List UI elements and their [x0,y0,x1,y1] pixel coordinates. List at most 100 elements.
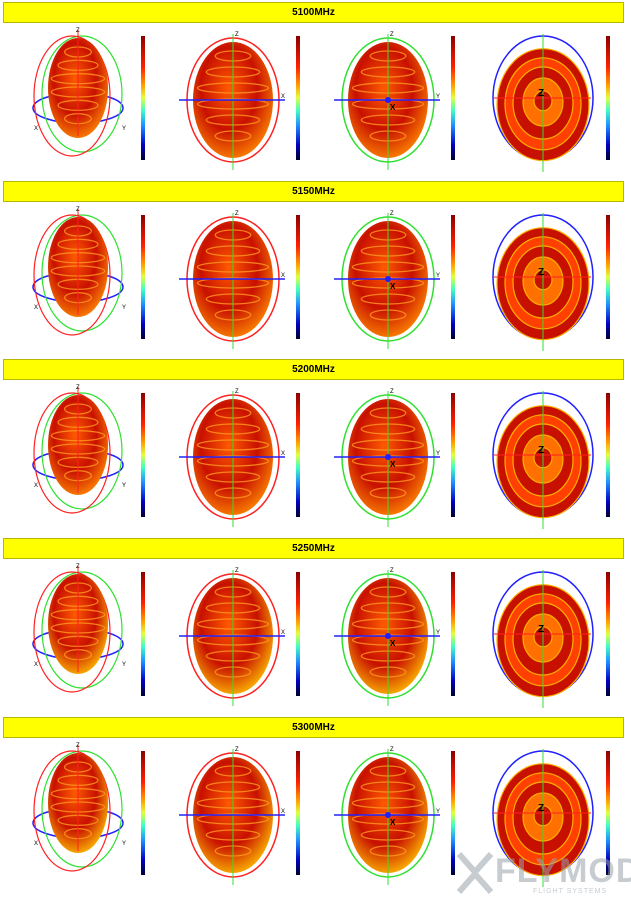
propeller-logo-icon [456,852,494,894]
pattern-side-view: Z X Y [312,739,467,889]
color-scale-bar [451,36,455,160]
axis-label-y: Y [122,662,126,668]
axis-label-x: X [281,451,285,457]
axis-label-x: X [34,841,38,847]
frequency-header: 5250MHz [3,538,624,559]
axis-label-y: Y [122,841,126,847]
pattern-3d-view: Z X Y [2,739,157,889]
frequency-header: 5200MHz [3,359,624,380]
axis-label-z: Z [235,211,239,217]
axis-label-z: Z [390,32,394,38]
color-scale-bar [296,393,300,517]
radiation-plot: ZX [179,568,285,706]
axis-label-z: Z [538,803,544,814]
axis-label-x: X [281,630,285,636]
frequency-section: 5150MHz Z X Y Z X Z X Y Z [0,179,631,358]
radiation-plot: Z [492,391,594,529]
frequency-header: 5150MHz [3,181,624,202]
axis-label-x: X [281,273,285,279]
color-scale-bar [296,215,300,339]
color-scale-bar [451,572,455,696]
color-scale-bar [141,751,145,875]
pattern-3d-view: Z X Y [2,560,157,710]
axis-label-z: Z [538,624,544,635]
color-scale-bar [141,36,145,160]
axis-label-z: Z [76,385,80,391]
axis-label-z: Z [390,211,394,217]
color-scale-bar [141,393,145,517]
frequency-section: 5200MHz Z X Y Z X Z X Y Z [0,357,631,536]
radiation-plot: Z [492,213,594,351]
pattern-top-view: Z [467,739,622,889]
color-scale-bar [451,393,455,517]
axis-label-x: X [34,483,38,489]
radiation-plot: Z [492,749,594,887]
color-scale-bar [451,751,455,875]
radiation-plot: Z X Y [334,747,440,885]
radiation-plot: Z X Y [334,389,440,527]
axis-label-z: Z [235,568,239,574]
radiation-plot: Z X Y [334,211,440,349]
pattern-side-view: Z X Y [312,381,467,531]
color-scale-bar [606,36,610,160]
pattern-3d-view: Z X Y [2,381,157,531]
axis-label-x: X [34,305,38,311]
flymod-watermark: FLYMOD FLIGHT SYSTEMS [455,850,631,900]
axis-label-x: X [281,94,285,100]
radiation-plot: Z [492,570,594,708]
color-scale-bar [606,393,610,517]
axis-label-y: Y [436,809,440,815]
axis-label-y: Y [436,94,440,100]
watermark-logo: FLYMOD [495,852,631,890]
axis-label-z: Z [76,28,80,34]
radiation-plot: Z X Y [32,207,126,336]
pattern-side-view: Z X Y [312,203,467,353]
axis-label-y: Y [436,630,440,636]
axis-label-z: Z [390,747,394,753]
color-scale-bar [296,572,300,696]
axis-label-z: Z [390,568,394,574]
radiation-plot: Z X Y [32,385,126,514]
radiation-plot: Z [492,34,594,172]
color-scale-bar [141,572,145,696]
axis-label-x: X [34,662,38,668]
axis-label-x: X [390,639,396,648]
axis-label-y: Y [436,273,440,279]
radiation-plot: Z X Y [32,28,126,157]
pattern-top-view: Z [467,203,622,353]
axis-label-z: Z [538,445,544,456]
frequency-section: 5300MHz Z X Y Z X Z X Y Z [0,715,631,894]
axis-label-z: Z [76,207,80,213]
axis-label-y: Y [122,126,126,132]
axis-label-x: X [390,818,396,827]
axis-label-z: Z [76,743,80,749]
axis-label-z: Z [538,88,544,99]
frequency-section: 5250MHz Z X Y Z X Z X Y Z [0,536,631,715]
color-scale-bar [606,751,610,875]
axis-label-z: Z [235,389,239,395]
axis-label-y: Y [122,483,126,489]
watermark-subtitle: FLIGHT SYSTEMS [533,888,608,895]
radiation-plot: ZX [179,389,285,527]
axis-label-y: Y [436,451,440,457]
color-scale-bar [141,215,145,339]
frequency-header: 5300MHz [3,717,624,738]
axis-label-y: Y [122,305,126,311]
radiation-plot: Z X Y [32,743,126,872]
axis-label-x: X [390,103,396,112]
radiation-plot: Z X Y [334,568,440,706]
frequency-section: 5100MHz Z X Y Z X Z X Y Z [0,0,631,179]
color-scale-bar [606,215,610,339]
pattern-top-view: Z [467,24,622,174]
pattern-3d-view: Z X Y [2,24,157,174]
axis-label-z: Z [538,267,544,278]
radiation-plot: ZX [179,211,285,349]
color-scale-bar [451,215,455,339]
axis-label-x: X [390,460,396,469]
radiation-plot: Z X Y [32,564,126,693]
axis-label-z: Z [235,747,239,753]
